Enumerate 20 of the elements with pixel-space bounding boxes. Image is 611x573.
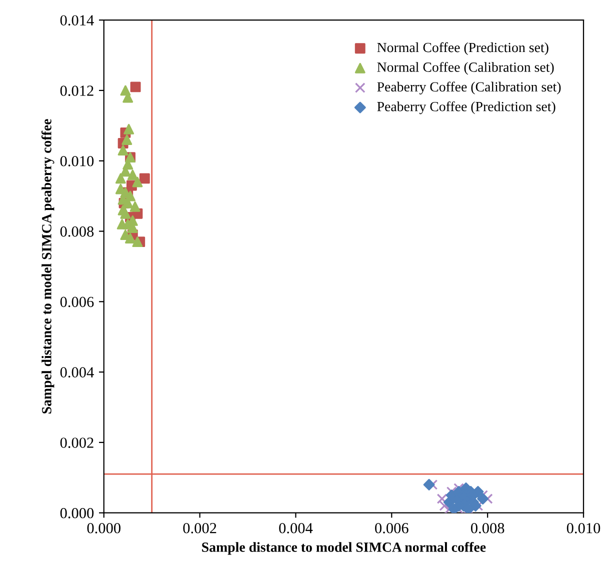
x-tick-label: 0.010 [566, 523, 600, 534]
x-tick-label: 0.004 [279, 523, 313, 534]
x-tick-label: 0.000 [87, 523, 120, 534]
legend-label: Normal Coffee (Prediction set) [377, 42, 548, 56]
x-axis-title: Sample distance to model SIMCA normal coffee [202, 542, 486, 555]
legend-label: Normal Coffee (Calibration set) [377, 62, 554, 75]
x-tick-label: 0.006 [375, 523, 408, 534]
y-tick-label: 0.008 [60, 226, 94, 237]
x-tick-label: 0.002 [183, 523, 216, 534]
y-tick-label: 0.000 [60, 508, 94, 518]
y-tick-label: 0.014 [60, 15, 94, 26]
y-tick-label: 0.004 [60, 367, 94, 378]
x-tick-label: 0.008 [470, 523, 504, 534]
y-tick-label: 0.006 [60, 296, 94, 308]
legend-label: Peaberry Coffee (Prediction set) [377, 101, 556, 114]
legend-label: Peaberry Coffee (Calibration set) [377, 82, 561, 94]
y-tick-label: 0.002 [60, 438, 94, 448]
y-tick-label: 0.010 [60, 156, 94, 166]
y-axis-title: Sampel distance to model SIMCA peaberry coffee [41, 119, 54, 414]
y-tick-label: 0.012 [60, 86, 94, 96]
